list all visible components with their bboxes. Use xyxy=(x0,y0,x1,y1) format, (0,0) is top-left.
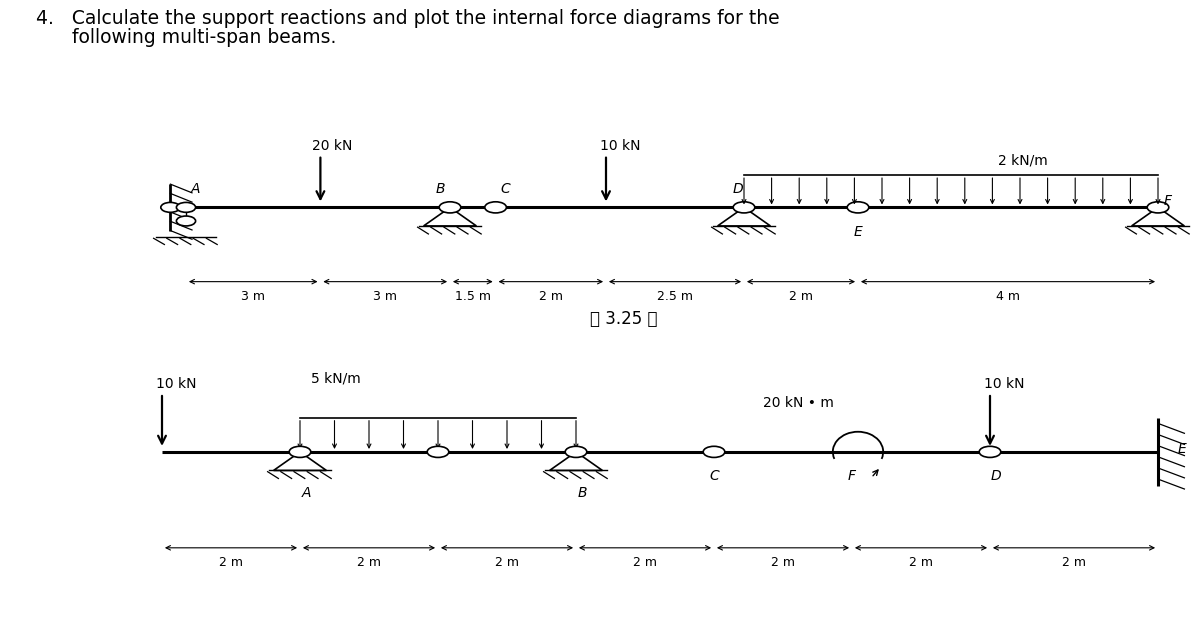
Text: 10 kN: 10 kN xyxy=(984,377,1025,391)
Text: 10 kN: 10 kN xyxy=(156,377,197,391)
Text: B: B xyxy=(436,182,445,196)
Text: A: A xyxy=(301,486,311,500)
Text: 2 m: 2 m xyxy=(1062,556,1086,569)
Text: 5 kN/m: 5 kN/m xyxy=(311,371,361,385)
Text: 2 m: 2 m xyxy=(910,556,934,569)
Text: D: D xyxy=(733,182,743,196)
Text: 题 3.25 图: 题 3.25 图 xyxy=(590,310,658,328)
Circle shape xyxy=(439,202,461,213)
Text: B: B xyxy=(577,486,587,500)
Text: following multi-span beams.: following multi-span beams. xyxy=(36,28,336,47)
Text: 20 kN • m: 20 kN • m xyxy=(762,396,834,410)
Circle shape xyxy=(565,446,587,457)
Text: 2 m: 2 m xyxy=(358,556,382,569)
Text: 3 m: 3 m xyxy=(373,290,397,303)
Text: F: F xyxy=(848,469,856,483)
Text: E: E xyxy=(853,225,863,239)
Text: 4.   Calculate the support reactions and plot the internal force diagrams for th: 4. Calculate the support reactions and p… xyxy=(36,9,780,28)
Text: E: E xyxy=(1177,442,1186,456)
Text: 2 m: 2 m xyxy=(772,556,796,569)
Circle shape xyxy=(427,446,449,457)
Text: 10 kN: 10 kN xyxy=(600,139,641,153)
Text: 2.5 m: 2.5 m xyxy=(658,290,694,303)
Text: 2 m: 2 m xyxy=(496,556,520,569)
Text: 2 m: 2 m xyxy=(790,290,814,303)
Text: A: A xyxy=(191,182,200,196)
Text: 20 kN: 20 kN xyxy=(312,139,353,153)
Text: 4 m: 4 m xyxy=(996,290,1020,303)
Circle shape xyxy=(485,202,506,213)
Circle shape xyxy=(176,202,196,212)
Text: D: D xyxy=(991,469,1001,483)
Text: C: C xyxy=(500,182,510,196)
Text: 2 m: 2 m xyxy=(539,290,563,303)
Circle shape xyxy=(979,446,1001,457)
Text: 2 m: 2 m xyxy=(220,556,242,569)
Text: F: F xyxy=(1164,194,1171,208)
Circle shape xyxy=(847,202,869,213)
Text: 2 kN/m: 2 kN/m xyxy=(998,153,1048,167)
Text: 1.5 m: 1.5 m xyxy=(455,290,491,303)
Circle shape xyxy=(161,202,180,212)
Circle shape xyxy=(703,446,725,457)
Circle shape xyxy=(733,202,755,213)
Text: C: C xyxy=(709,469,719,483)
Text: 3 m: 3 m xyxy=(241,290,265,303)
Text: 2 m: 2 m xyxy=(634,556,658,569)
Circle shape xyxy=(176,216,196,226)
Circle shape xyxy=(289,446,311,457)
Circle shape xyxy=(1147,202,1169,213)
